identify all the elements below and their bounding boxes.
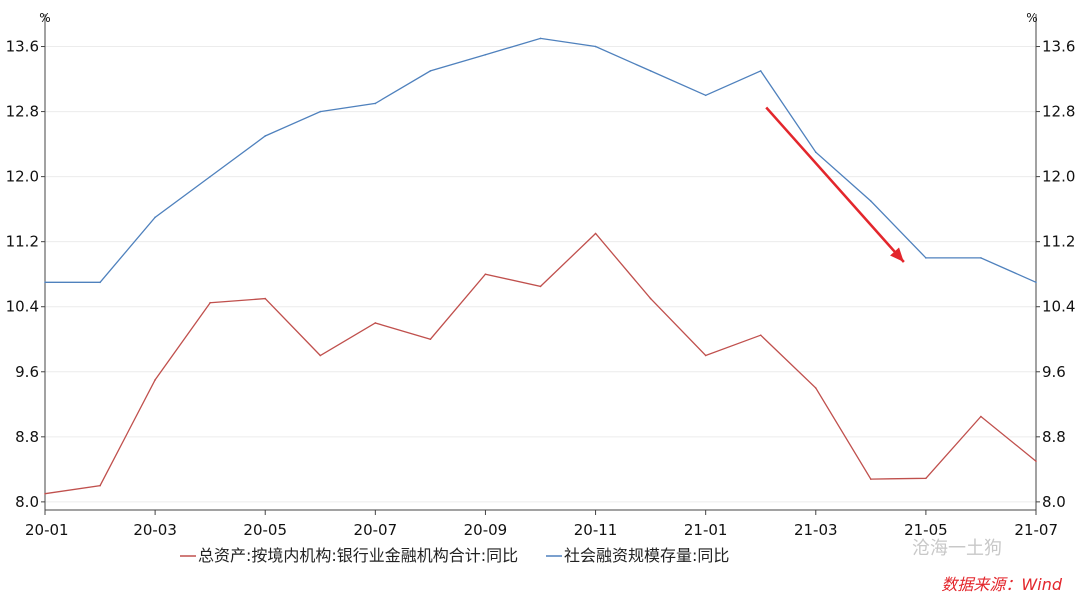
series-line-1: [44, 232, 1037, 495]
data-point: [1035, 460, 1037, 463]
data-point: [980, 415, 982, 418]
data-point: [980, 257, 982, 259]
data-point: [484, 273, 487, 275]
right-axis: % 8.0 8.8 9.6 10.4 11.2 12.0 12.8 13.6: [1026, 11, 1075, 511]
x-tick-label: 20-03: [133, 521, 177, 539]
x-tick-label: 21-03: [794, 521, 838, 539]
watermark: 沧海一土狗: [912, 538, 1002, 559]
right-tick-label: 10.4: [1042, 298, 1075, 316]
data-point: [925, 477, 927, 480]
data-point: [264, 135, 267, 137]
right-axis-unit: %: [1026, 11, 1037, 25]
data-point: [374, 102, 377, 105]
data-point: [870, 478, 872, 480]
right-tick-label: 8.8: [1042, 428, 1066, 446]
data-point: [814, 151, 817, 154]
series-line-2: [45, 37, 1037, 283]
x-tick-label: 21-05: [904, 521, 948, 539]
x-tick-label: 20-09: [464, 521, 508, 539]
x-tick-label: 20-05: [243, 521, 287, 539]
data-point: [759, 334, 762, 336]
arrow-shaft: [765, 106, 905, 263]
data-source: 数据来源：Wind: [941, 575, 1062, 594]
annotation-arrow: [765, 106, 905, 263]
left-tick-label: 10.4: [6, 298, 39, 316]
data-point: [1035, 281, 1037, 284]
right-tick-label: 11.2: [1042, 233, 1075, 251]
series-lines: [44, 37, 1037, 495]
data-point: [925, 257, 927, 259]
x-tick-label: 20-11: [574, 521, 618, 539]
data-point: [99, 484, 101, 487]
data-point: [870, 200, 872, 202]
right-tick-label: 9.6: [1042, 363, 1066, 381]
data-point: [759, 70, 762, 72]
left-tick-label: 9.6: [15, 363, 39, 381]
left-tick-label: 12.0: [6, 168, 39, 186]
data-point: [374, 322, 377, 324]
arrow-head: [890, 247, 904, 262]
x-tick-label: 21-01: [684, 521, 728, 539]
data-point: [594, 232, 597, 235]
right-tick-label: 12.0: [1042, 168, 1075, 186]
data-point: [814, 387, 817, 389]
data-point: [154, 216, 156, 219]
data-point: [209, 301, 211, 304]
data-point: [539, 37, 542, 40]
data-point: [99, 281, 101, 284]
data-point: [44, 281, 46, 284]
data-point: [649, 70, 652, 72]
data-point: [44, 492, 46, 495]
data-point: [594, 45, 597, 48]
legend-label-2: 社会融资规模存量:同比: [564, 546, 729, 565]
data-point: [484, 53, 487, 56]
data-point: [539, 285, 542, 288]
data-point: [429, 338, 432, 341]
gridlines: [45, 46, 1036, 503]
data-point: [704, 354, 707, 357]
x-axis: 20-01 20-03 20-05 20-07 20-09 20-11 21-01 21-03…: [25, 509, 1058, 539]
left-tick-label: 8.8: [15, 428, 39, 446]
right-tick-label: 12.8: [1042, 103, 1075, 121]
right-tick-label: 8.0: [1042, 493, 1066, 511]
left-tick-label: 13.6: [6, 38, 39, 56]
data-point: [319, 354, 322, 357]
data-point: [649, 297, 652, 300]
left-tick-label: 8.0: [15, 493, 39, 511]
x-tick-label: 21-07: [1014, 521, 1058, 539]
data-point: [209, 175, 211, 178]
data-point: [704, 94, 707, 97]
data-point: [429, 70, 432, 72]
legend: 总资产:按境内机构:银行业金融机构合计:同比 社会融资规模存量:同比: [180, 546, 729, 565]
legend-label-1: 总资产:按境内机构:银行业金融机构合计:同比: [198, 546, 518, 565]
left-tick-label: 12.8: [6, 103, 39, 121]
data-point: [264, 297, 267, 300]
data-point: [154, 379, 156, 381]
x-tick-label: 20-01: [25, 521, 69, 539]
left-axis-unit: %: [39, 11, 50, 25]
right-tick-label: 13.6: [1042, 38, 1075, 56]
left-axis: % 8.0 8.8 9.6 10.4 11.2 12.0 12.8 13.6: [6, 11, 51, 511]
data-point: [319, 110, 322, 113]
x-tick-label: 20-07: [354, 521, 398, 539]
left-tick-label: 11.2: [6, 233, 39, 251]
